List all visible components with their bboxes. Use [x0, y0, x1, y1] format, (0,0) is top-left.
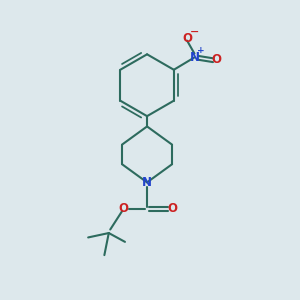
Text: O: O — [212, 53, 221, 66]
Text: −: − — [190, 27, 199, 37]
Text: O: O — [182, 32, 192, 45]
Text: O: O — [167, 202, 177, 215]
Text: O: O — [119, 202, 129, 215]
Text: +: + — [197, 46, 205, 56]
Text: N: N — [142, 176, 152, 189]
Text: N: N — [189, 51, 200, 64]
